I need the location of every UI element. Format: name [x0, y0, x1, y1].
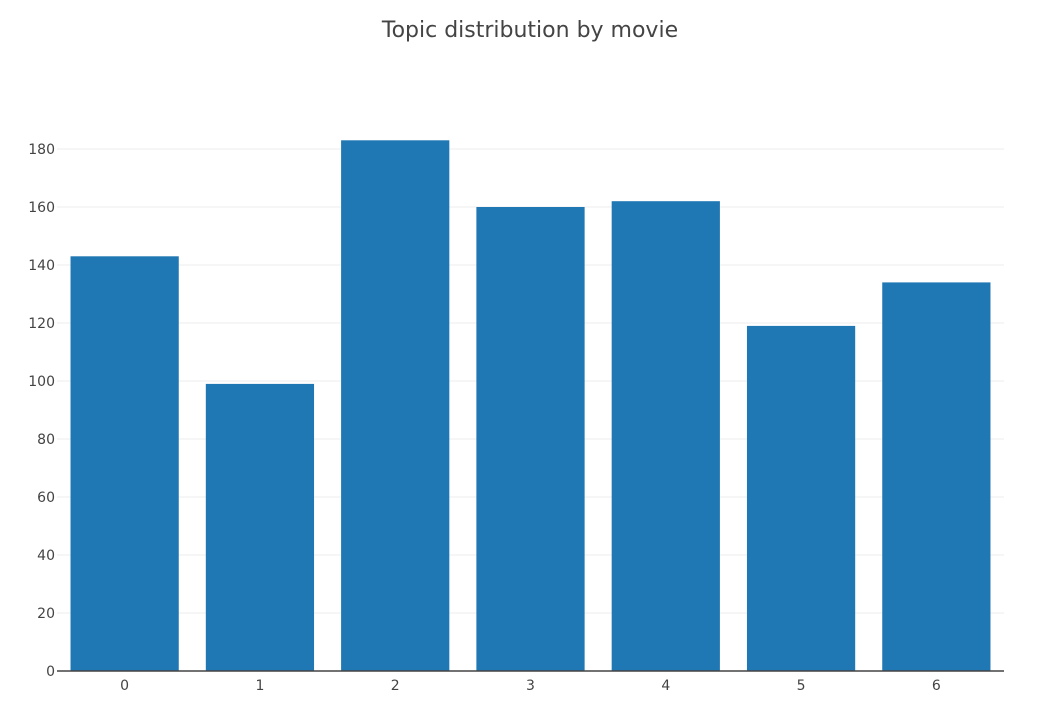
y-tick-label: 140: [28, 258, 55, 274]
y-tick-label: 100: [28, 374, 55, 390]
y-tick-label: 40: [37, 548, 55, 564]
x-tick-label: 2: [391, 678, 400, 694]
x-tick-label: 3: [526, 678, 535, 694]
y-axis-ticks: 0 20 40 60 80 100 120 140 160 180: [28, 142, 55, 680]
bar[interactable]: [341, 140, 450, 672]
bar[interactable]: [205, 383, 315, 671]
y-tick-label: 20: [37, 606, 55, 622]
bar[interactable]: [476, 207, 585, 671]
x-tick-label: 5: [797, 678, 806, 694]
y-tick-label: 180: [28, 142, 55, 158]
bars: [70, 140, 991, 672]
y-tick-label: 160: [28, 200, 55, 216]
y-tick-label: 60: [37, 490, 55, 506]
bar[interactable]: [882, 282, 991, 671]
bar[interactable]: [70, 256, 179, 671]
x-tick-label: 6: [932, 678, 941, 694]
y-tick-label: 120: [28, 316, 55, 332]
y-tick-label: 80: [37, 432, 55, 448]
bar[interactable]: [746, 325, 856, 671]
y-tick-label: 0: [46, 664, 55, 680]
x-axis-ticks: 0 1 2 3 4 5 6: [120, 678, 941, 694]
x-tick-label: 0: [120, 678, 129, 694]
x-tick-label: 4: [661, 678, 670, 694]
x-tick-label: 1: [255, 678, 264, 694]
chart-title: Topic distribution by movie: [381, 18, 678, 43]
bar[interactable]: [611, 201, 720, 671]
